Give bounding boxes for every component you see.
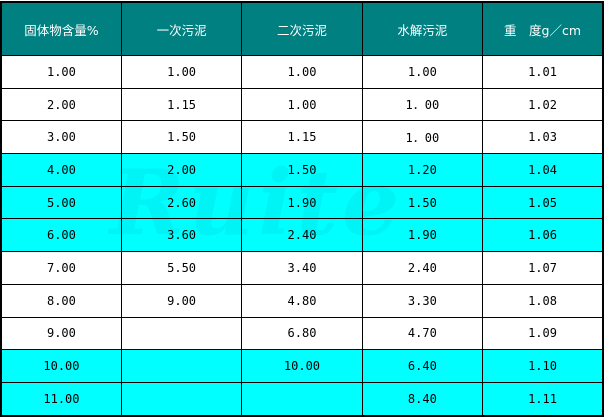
table-cell: 2.00	[0, 87, 122, 122]
table-cell: 2.00	[120, 153, 243, 187]
header-primary-sludge: 一次污泥	[120, 1, 243, 56]
table-cell: 1.00	[241, 55, 363, 89]
table-cell: 1.50	[120, 120, 243, 155]
table-row: 9.00 6.80 4.70 1.09	[0, 316, 604, 351]
table-row: 1.00 1.00 1.00 1.00 1.01	[0, 55, 604, 89]
table-row: 2.00 1.15 1.00 1．00 1.02	[0, 87, 604, 122]
header-row: 固体物含量% 一次污泥 二次污泥 水解污泥 重 度g／cm	[0, 1, 604, 56]
table-cell: 4.00	[0, 153, 122, 187]
table-row: 7.00 5.50 3.40 2.40 1.07	[0, 251, 604, 285]
table-row: 3.00 1.50 1.15 1．00 1.03	[0, 120, 604, 155]
table-cell: 6.00	[0, 218, 122, 253]
table-cell: 1.03	[482, 120, 604, 155]
table-cell: 4.70	[361, 316, 484, 351]
table-cell: 10.00	[241, 349, 363, 383]
table-row: 8.00 9.00 4.80 3.30 1.08	[0, 283, 604, 318]
table-cell: 10.00	[0, 349, 122, 383]
header-solids-content: 固体物含量%	[0, 1, 122, 56]
table-cell: 5.50	[120, 251, 243, 285]
table-cell: 1.08	[482, 283, 604, 318]
table-row: 6.00 3.60 2.40 1.90 1.06	[0, 218, 604, 253]
table-cell: 1.10	[482, 349, 604, 383]
table-cell: 1．00	[361, 120, 484, 155]
table-cell: 2.40	[241, 218, 363, 253]
table-cell: 1.02	[482, 87, 604, 122]
table-row: 5.00 2.60 1.90 1.50 1.05	[0, 185, 604, 220]
table-cell: 1.15	[241, 120, 363, 155]
table-cell: 1.07	[482, 251, 604, 285]
table-cell: 8.40	[361, 381, 484, 417]
table-cell: 1.15	[120, 87, 243, 122]
table-cell: 9.00	[120, 283, 243, 318]
table-cell: 8.00	[0, 283, 122, 318]
table-row: 11.00 8.40 1.11	[0, 381, 604, 417]
table-cell: 1.11	[482, 381, 604, 417]
table-row: 10.00 10.00 6.40 1.10	[0, 349, 604, 383]
table-cell: 1.09	[482, 316, 604, 351]
table-cell: 1.04	[482, 153, 604, 187]
header-hydrolysis-sludge: 水解污泥	[361, 1, 484, 56]
table-cell: 1.50	[361, 185, 484, 220]
table-cell: 4.80	[241, 283, 363, 318]
header-density: 重 度g／cm	[482, 1, 604, 56]
table-cell: 1．00	[361, 87, 484, 122]
table-cell: 1.01	[482, 55, 604, 89]
table-cell: 9.00	[0, 316, 122, 351]
table-cell: 1.00	[241, 87, 363, 122]
table-cell: 2.60	[120, 185, 243, 220]
table-cell: 1.20	[361, 153, 484, 187]
table-cell: 11.00	[0, 381, 122, 417]
table-cell: 1.50	[241, 153, 363, 187]
table-cell: 6.40	[361, 349, 484, 383]
table-cell: 3.30	[361, 283, 484, 318]
table-cell: 7.00	[0, 251, 122, 285]
table-cell: 1.00	[361, 55, 484, 89]
table-cell	[241, 381, 363, 417]
table-cell: 5.00	[0, 185, 122, 220]
table-cell: 1.06	[482, 218, 604, 253]
table-cell: 2.40	[361, 251, 484, 285]
table-cell: 3.40	[241, 251, 363, 285]
table-cell: 1.00	[0, 55, 122, 89]
header-secondary-sludge: 二次污泥	[241, 1, 363, 56]
table-cell: 3.60	[120, 218, 243, 253]
table-row: 4.00 2.00 1.50 1.20 1.04	[0, 153, 604, 187]
table-cell: 6.80	[241, 316, 363, 351]
table-cell: 1.05	[482, 185, 604, 220]
table-cell: 3.00	[0, 120, 122, 155]
table-cell	[120, 381, 243, 417]
table-cell: 1.90	[241, 185, 363, 220]
table-cell: 1.00	[120, 55, 243, 89]
table-cell: 1.90	[361, 218, 484, 253]
table-cell	[120, 316, 243, 351]
table-cell	[120, 349, 243, 383]
